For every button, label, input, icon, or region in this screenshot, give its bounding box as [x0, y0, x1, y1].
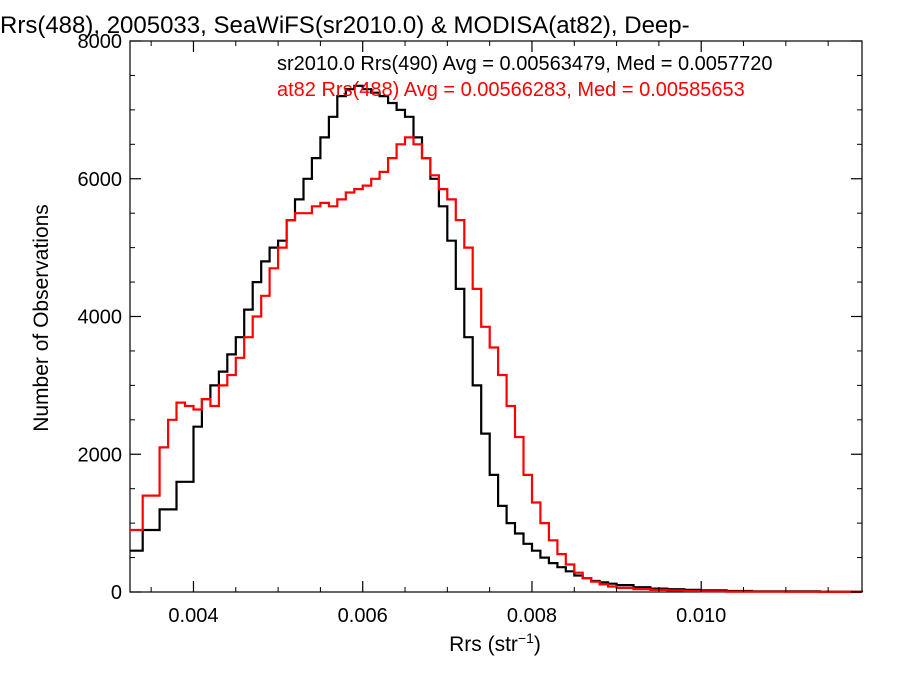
x-axis-label-superscript: −1 [518, 630, 534, 646]
tick-labels-layer: 0.004 0.006 0.008 0.010 0 2000 4000 6000 8000 [78, 31, 727, 627]
plot-frame [129, 40, 863, 593]
x-tick-label: 0.004 [168, 605, 218, 627]
y-tick-label: 2000 [78, 444, 123, 466]
series-line-at82 [130, 136, 862, 593]
series-layer [130, 84, 864, 593]
plot-border [129, 40, 863, 593]
y-axis-label: Number of Observations [30, 204, 53, 432]
legend: sr2010.0 Rrs(490) Avg = 0.00563479, Med … [277, 53, 773, 101]
x-tick-label: 0.008 [507, 605, 557, 627]
x-tick-label: 0.010 [676, 605, 726, 627]
y-tick-label: 6000 [78, 169, 123, 191]
legend-entry-sr2010: sr2010.0 Rrs(490) Avg = 0.00563479, Med … [277, 53, 773, 75]
x-tick-label: 0.006 [338, 605, 388, 627]
x-axis-label: Rrs (str−1) [449, 630, 541, 656]
series-line-sr2010 [130, 84, 864, 593]
y-tick-label: 4000 [78, 307, 123, 329]
y-tick-label: 8000 [78, 31, 123, 53]
chart-title: Rrs(488), 2005033, SeaWiFS(sr2010.0) & M… [0, 12, 690, 39]
ticks-layer [130, 40, 862, 593]
y-tick-label: 0 [111, 582, 122, 604]
legend-entry-at82: at82 Rrs(488) Avg = 0.00566283, Med = 0.… [277, 79, 745, 101]
x-axis-label-text: Rrs (str [449, 633, 518, 656]
x-axis-label-suffix: ) [534, 633, 541, 656]
